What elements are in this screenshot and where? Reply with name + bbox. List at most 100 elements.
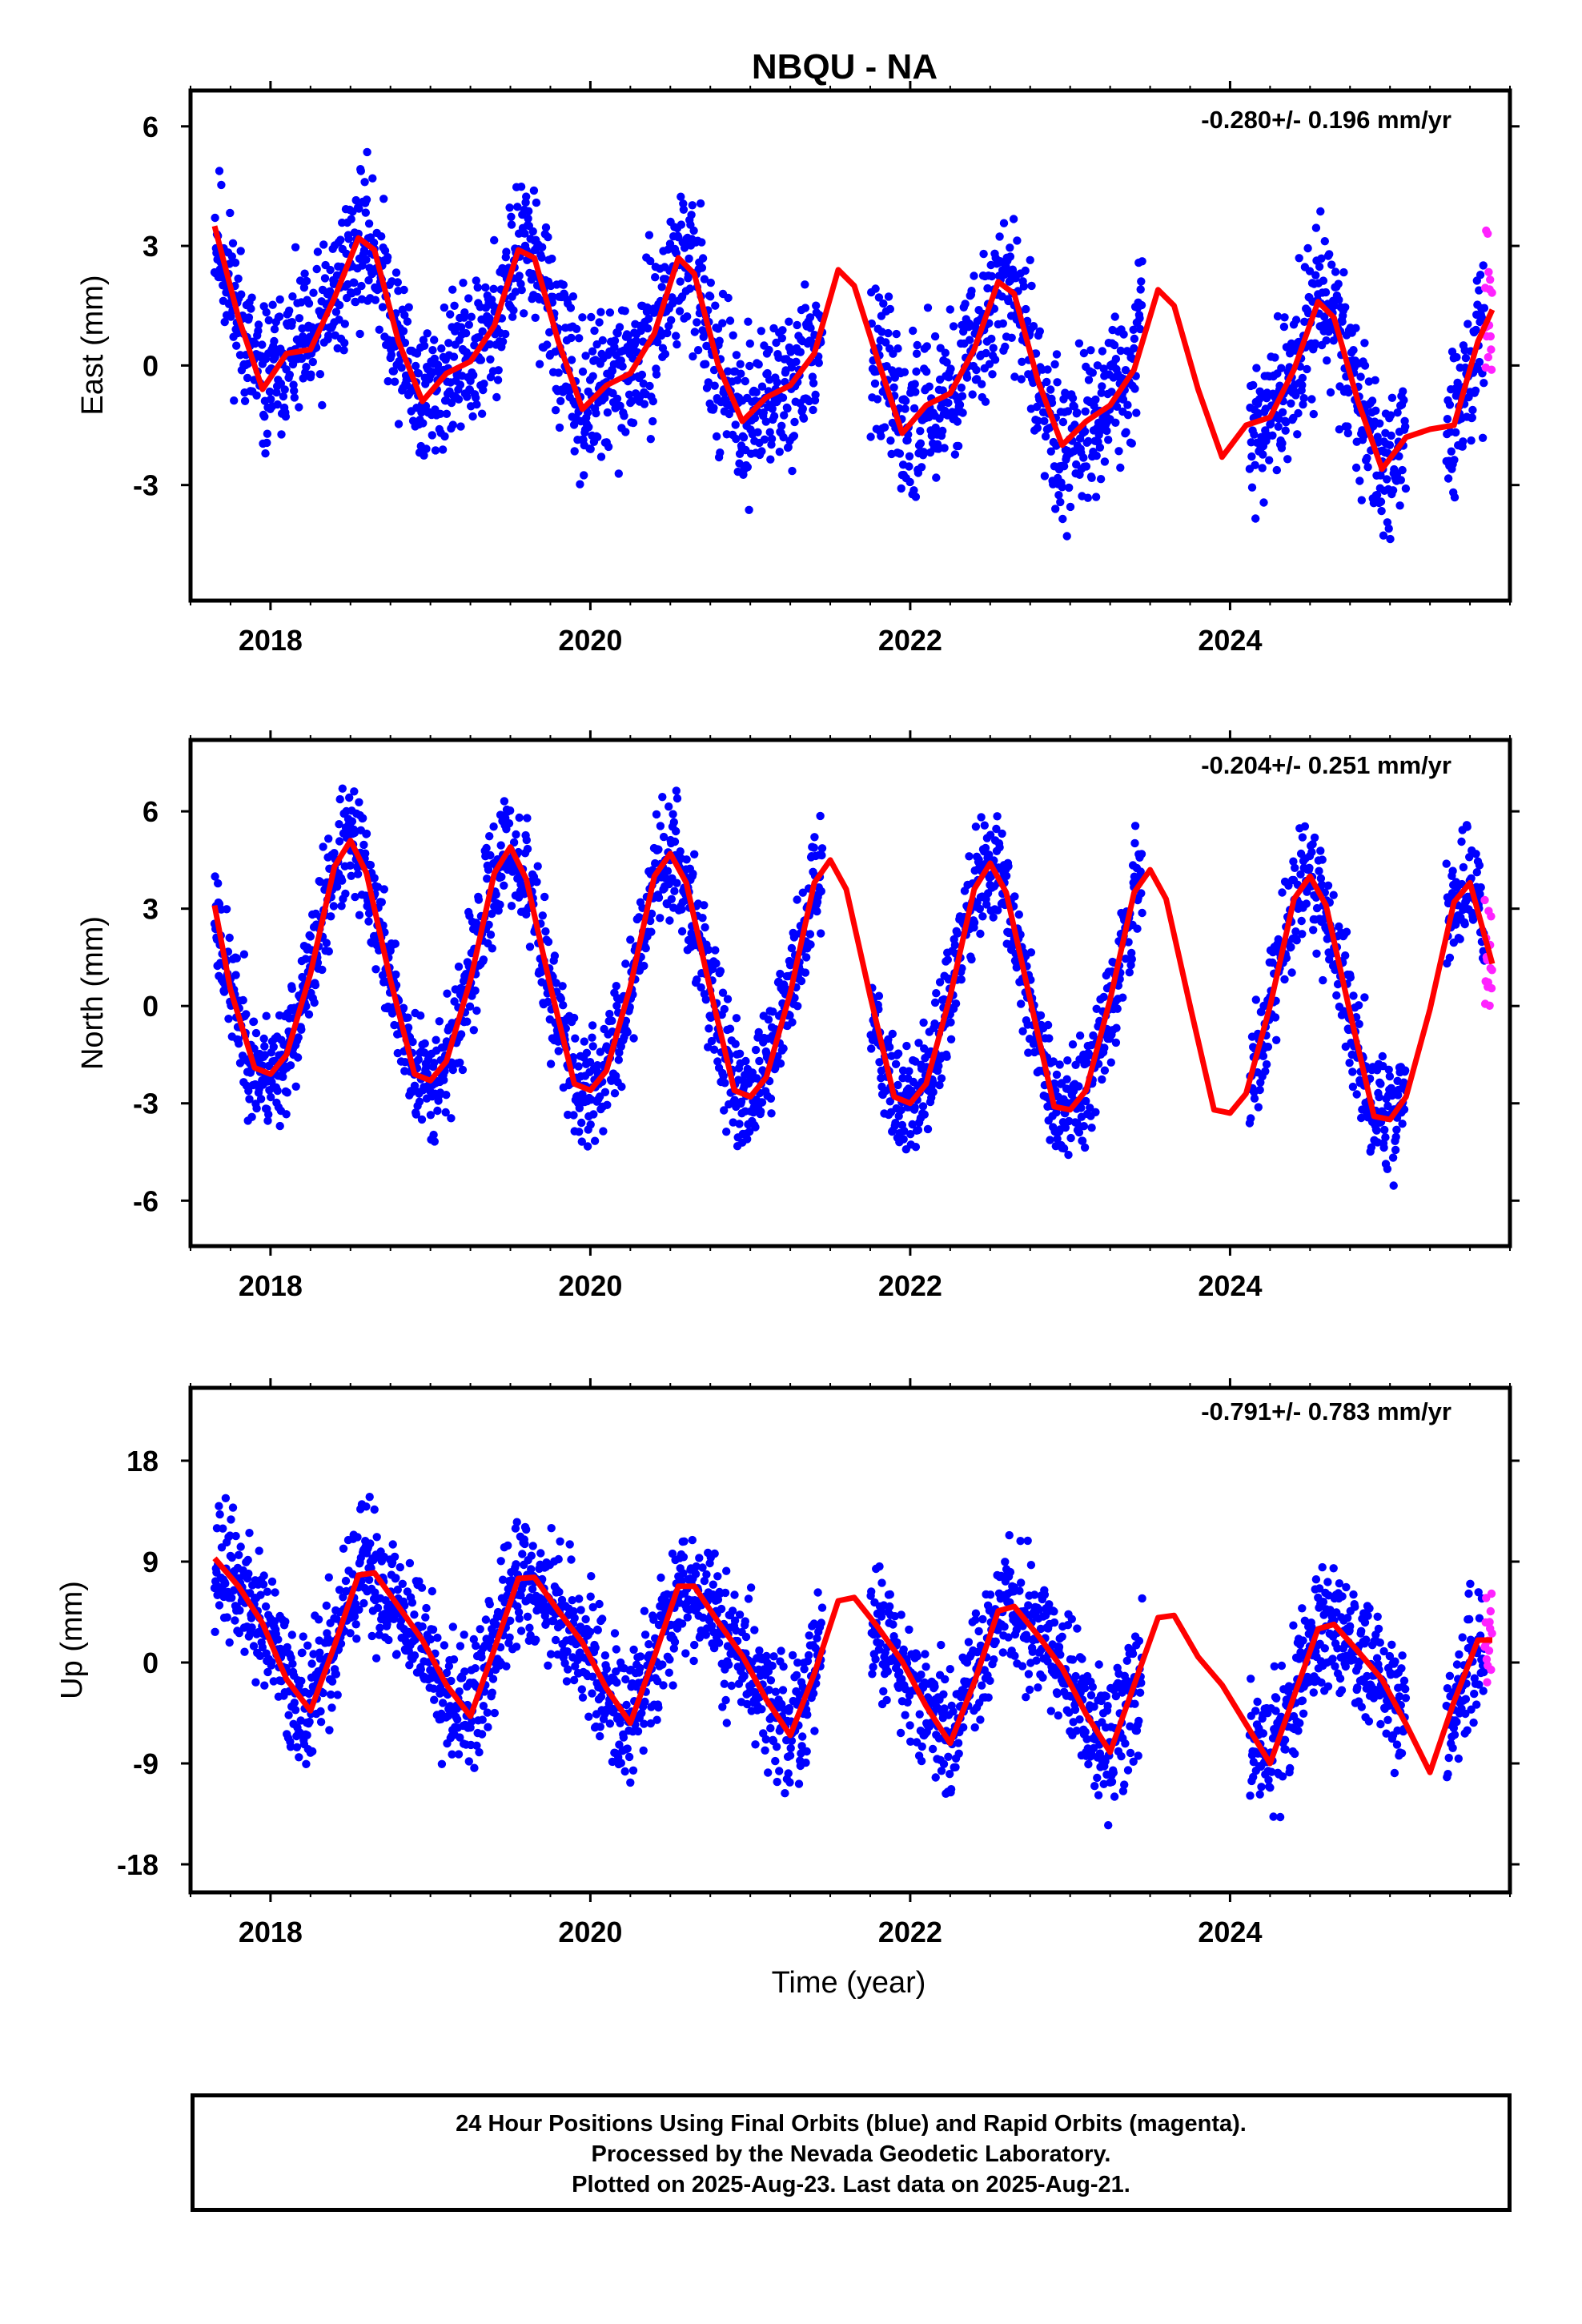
east-final-point [326, 265, 335, 275]
north-final-point [1111, 1038, 1121, 1047]
east-final-point [1325, 250, 1334, 259]
north-final-point [496, 841, 505, 850]
north-final-point [1254, 1103, 1263, 1112]
up-final-point [298, 1648, 307, 1657]
north-y-axis-label: North (mm) [76, 916, 110, 1070]
up-final-point [308, 1747, 317, 1756]
north-final-point [231, 971, 240, 979]
east-final-point [1387, 431, 1395, 440]
north-final-point [1360, 993, 1369, 1002]
north-final-point [415, 1097, 424, 1106]
east-final-point [331, 308, 341, 316]
north-final-point [273, 1086, 282, 1096]
north-final-point [1137, 850, 1146, 858]
east-final-point [1443, 474, 1453, 483]
east-final-point [909, 404, 919, 413]
north-final-point [946, 1035, 956, 1044]
east-final-point [263, 438, 271, 448]
east-final-point [1052, 350, 1062, 359]
north-final-point [654, 893, 664, 903]
east-final-point [1387, 393, 1397, 402]
east-final-point [226, 208, 235, 218]
north-final-point [224, 1015, 233, 1023]
north-final-point [465, 1002, 475, 1011]
east-final-point [217, 180, 226, 190]
north-final-point [1272, 1035, 1281, 1045]
east-final-point [668, 293, 677, 302]
east-final-point [308, 357, 317, 367]
east-final-point [566, 304, 576, 312]
east-final-point [395, 356, 404, 366]
north-final-point [1332, 991, 1341, 1000]
north-final-point [1381, 1133, 1390, 1142]
east-final-point [586, 444, 595, 453]
north-final-point [260, 1051, 270, 1059]
east-final-point [651, 273, 660, 282]
east-final-point [588, 372, 597, 380]
east-y-tick-label: 0 [143, 349, 159, 382]
east-final-point [1282, 418, 1291, 427]
east-final-point [689, 352, 697, 361]
north-final-point [1298, 930, 1307, 939]
east-final-point [339, 346, 348, 355]
east-final-point [1258, 464, 1267, 472]
north-final-point [219, 987, 229, 996]
north-final-point [1297, 916, 1306, 926]
north-final-point [658, 793, 667, 802]
north-final-point [335, 837, 344, 846]
east-final-point [731, 420, 740, 429]
north-final-point [541, 927, 550, 936]
east-final-point [447, 398, 456, 408]
east-final-point [733, 376, 742, 384]
east-final-point [769, 412, 779, 420]
east-final-point [1464, 320, 1472, 328]
east-final-point [1339, 267, 1348, 277]
east-final-point [979, 249, 988, 259]
east-final-point [538, 243, 547, 251]
east-final-point [1386, 411, 1395, 420]
east-final-point [570, 447, 579, 456]
north-final-point [1098, 1075, 1106, 1084]
east-final-point [1013, 236, 1022, 245]
north-final-point [810, 833, 819, 842]
up-final-point [281, 1617, 290, 1626]
north-final-point [1476, 883, 1485, 892]
east-final-point [1471, 386, 1480, 395]
north-final-point [523, 844, 532, 854]
east-final-point [383, 376, 392, 386]
east-final-point [604, 442, 613, 452]
east-final-point [1379, 531, 1388, 540]
up-final-point [366, 1539, 375, 1548]
east-final-point [765, 428, 774, 436]
north-final-point [953, 929, 962, 938]
east-rapid-point [1488, 288, 1496, 297]
east-final-point [1300, 317, 1309, 326]
east-final-point [808, 372, 817, 381]
east-final-point [809, 405, 817, 415]
east-final-point [1344, 388, 1353, 397]
north-final-point [532, 878, 541, 887]
up-final-point [267, 1658, 276, 1667]
up-final-point [288, 1659, 297, 1668]
east-final-point [318, 400, 327, 410]
up-final-point [245, 1529, 254, 1538]
east-rapid-point [1484, 229, 1492, 238]
east-final-point [757, 382, 767, 391]
east-final-point [1073, 408, 1082, 417]
north-final-point [574, 1062, 583, 1071]
east-final-point [608, 366, 617, 376]
east-final-point [505, 203, 514, 212]
east-final-point [709, 365, 719, 375]
north-final-point [315, 878, 325, 887]
east-final-point [1027, 281, 1036, 291]
north-final-point [304, 1010, 314, 1019]
north-final-point [1329, 891, 1338, 899]
east-final-point [1130, 334, 1139, 344]
up-final-point [263, 1587, 272, 1596]
east-final-point [916, 427, 925, 436]
east-final-point [236, 247, 245, 255]
north-final-point [1348, 1068, 1357, 1076]
up-final-point [221, 1494, 231, 1503]
north-final-point [603, 1100, 612, 1110]
north-final-point [1062, 1075, 1071, 1084]
